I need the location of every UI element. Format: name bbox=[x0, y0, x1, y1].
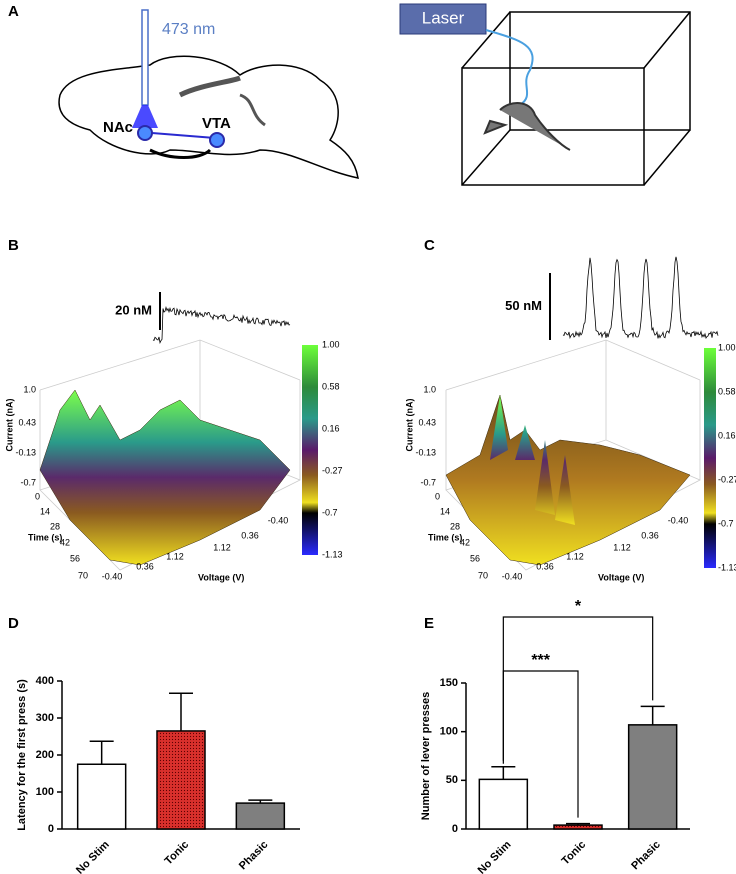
voltage-tick-label: 1.12 bbox=[166, 551, 184, 561]
time-tick-label: 56 bbox=[70, 553, 80, 563]
panel-label: D bbox=[8, 615, 19, 632]
panel-label: B bbox=[8, 237, 19, 254]
bar bbox=[76, 763, 127, 830]
z-axis-label: Current (nA) bbox=[4, 399, 14, 452]
y-tick-label: 0 bbox=[452, 823, 458, 835]
colorbar-tick-label: -0.7 bbox=[322, 507, 338, 517]
x-tick-label: Phasic bbox=[237, 839, 271, 873]
time-tick-label: 14 bbox=[40, 506, 50, 516]
voltage-tick-label: 1.12 bbox=[213, 542, 231, 552]
y-tick-label: 0 bbox=[48, 823, 54, 835]
x-tick-label: Tonic bbox=[560, 839, 589, 868]
time-tick-label: 56 bbox=[470, 553, 480, 563]
colorbar-tick-label: -1.13 bbox=[718, 562, 736, 572]
time-tick-label: 70 bbox=[478, 570, 488, 580]
fscv-trace bbox=[152, 305, 291, 345]
z-tick-label: 0.43 bbox=[18, 417, 36, 427]
bar bbox=[627, 724, 678, 830]
time-tick-label: 42 bbox=[460, 537, 470, 547]
bar-hatch bbox=[554, 825, 602, 829]
colorbar bbox=[704, 348, 716, 568]
significance-label: * bbox=[575, 598, 582, 615]
y-tick-label: 200 bbox=[36, 749, 54, 761]
time-tick-label: 42 bbox=[60, 537, 70, 547]
x-tick-label: No Stim bbox=[476, 839, 514, 874]
y-tick-label: 100 bbox=[440, 726, 458, 738]
time-tick-label: 70 bbox=[78, 570, 88, 580]
voltage-tick-label: -0.40 bbox=[502, 571, 523, 581]
y-tick-label: 100 bbox=[36, 786, 54, 798]
colorbar-tick-label: -1.13 bbox=[322, 549, 343, 559]
x-tick-label: Phasic bbox=[629, 839, 663, 873]
wavelength-label: 473 nm bbox=[162, 21, 215, 38]
vta-label: VTA bbox=[202, 115, 231, 132]
time-tick-label: 28 bbox=[450, 521, 460, 531]
z-tick-label: -0.13 bbox=[15, 447, 36, 457]
voltage-tick-label: -0.40 bbox=[268, 515, 289, 525]
surface-plot-b bbox=[39, 339, 318, 571]
colorbar-tick-label: -0.7 bbox=[718, 518, 734, 528]
brain-diagram: 473 nm NAc VTA bbox=[58, 9, 359, 179]
scale-label: 20 nM bbox=[115, 302, 152, 317]
voltage-tick-label: 0.36 bbox=[536, 561, 554, 571]
time-axis-label: Time (s) bbox=[428, 532, 462, 542]
z-tick-label: 1.0 bbox=[423, 384, 436, 394]
z-tick-label: -0.7 bbox=[420, 477, 436, 487]
bar bbox=[478, 778, 529, 830]
x-tick-label: Tonic bbox=[163, 839, 192, 868]
scale-label: 50 nM bbox=[505, 298, 542, 313]
voltage-tick-label: 1.12 bbox=[566, 551, 584, 561]
significance-label: *** bbox=[531, 652, 550, 669]
y-axis-label: Number of lever presses bbox=[420, 692, 432, 820]
y-tick-label: 50 bbox=[446, 774, 458, 786]
colorbar-tick-label: 0.16 bbox=[718, 430, 736, 440]
colorbar-tick-label: 1.00 bbox=[718, 342, 736, 352]
voltage-tick-label: 0.36 bbox=[241, 530, 259, 540]
colorbar-tick-label: 0.58 bbox=[322, 381, 340, 391]
colorbar bbox=[302, 345, 318, 555]
z-tick-label: -0.13 bbox=[415, 447, 436, 457]
y-tick-label: 150 bbox=[440, 677, 458, 689]
time-tick-label: 14 bbox=[440, 506, 450, 516]
voltage-tick-label: -0.40 bbox=[102, 571, 123, 581]
panel-label: C bbox=[424, 237, 435, 254]
voltage-tick-label: 1.12 bbox=[613, 542, 631, 552]
fscv-trace bbox=[562, 256, 719, 340]
nac-label: NAc bbox=[103, 119, 133, 136]
colorbar-tick-label: -0.27 bbox=[718, 474, 736, 484]
significance-bracket bbox=[502, 670, 579, 818]
time-tick-label: 28 bbox=[50, 521, 60, 531]
y-axis-label: Latency for the first press (s) bbox=[16, 679, 28, 831]
voltage-tick-label: 0.36 bbox=[136, 561, 154, 571]
z-axis-label: Current (nA) bbox=[404, 399, 414, 452]
time-axis-label: Time (s) bbox=[28, 532, 62, 542]
z-tick-label: 1.0 bbox=[23, 384, 36, 394]
voltage-axis-label: Voltage (V) bbox=[198, 572, 244, 582]
panel-label: E bbox=[424, 615, 434, 632]
surface-plot-c bbox=[445, 339, 716, 571]
colorbar-tick-label: 0.16 bbox=[322, 423, 340, 433]
voltage-axis-label: Voltage (V) bbox=[598, 572, 644, 582]
colorbar-tick-label: -0.27 bbox=[322, 465, 343, 475]
y-tick-label: 300 bbox=[36, 712, 54, 724]
voltage-tick-label: -0.40 bbox=[668, 515, 689, 525]
y-tick-label: 400 bbox=[36, 675, 54, 687]
laser-setup: Laser bbox=[399, 3, 691, 186]
bar-hatch bbox=[157, 730, 205, 829]
colorbar-tick-label: 0.58 bbox=[718, 386, 736, 396]
colorbar-tick-label: 1.00 bbox=[322, 339, 340, 349]
z-tick-label: 0.43 bbox=[418, 417, 436, 427]
panel-label: A bbox=[8, 3, 19, 20]
time-tick-label: 0 bbox=[435, 491, 440, 501]
laser-label: Laser bbox=[422, 8, 465, 27]
x-tick-label: No Stim bbox=[74, 839, 112, 874]
voltage-tick-label: 0.36 bbox=[641, 530, 659, 540]
time-tick-label: 0 bbox=[35, 491, 40, 501]
z-tick-label: -0.7 bbox=[20, 477, 36, 487]
bar bbox=[235, 802, 286, 830]
